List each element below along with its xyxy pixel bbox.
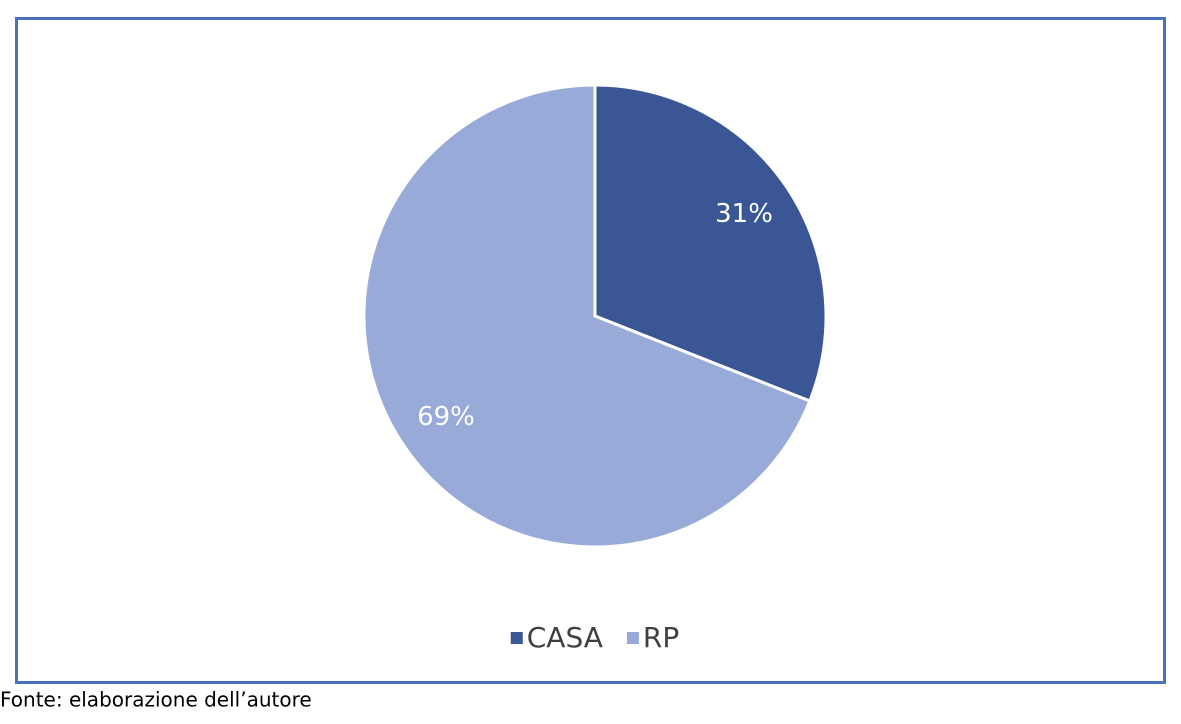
pie-slice xyxy=(362,83,812,549)
data-label: 31% xyxy=(715,199,773,229)
data-label: 69% xyxy=(417,402,475,432)
pie-slice xyxy=(593,83,828,403)
legend-label: CASA xyxy=(527,621,603,654)
legend-swatch xyxy=(510,632,523,644)
legend-swatch xyxy=(626,632,639,644)
legend-label: RP xyxy=(643,621,679,654)
source-note: Fonte: elaborazione dell’autore xyxy=(0,688,312,712)
